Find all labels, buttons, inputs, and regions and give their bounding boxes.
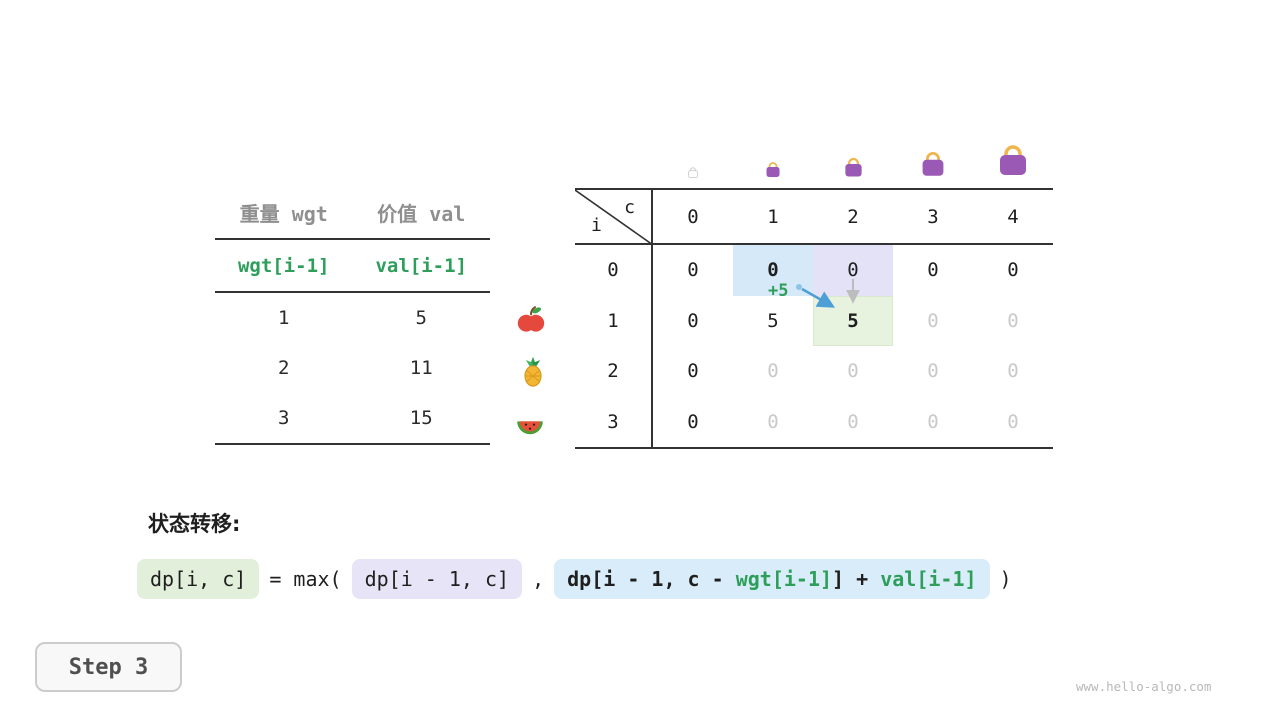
bag-ghost-icon	[686, 164, 700, 183]
option2-wgt-term: wgt[i-1]	[735, 567, 833, 591]
wgt-value: 1	[278, 307, 290, 329]
table-row: 2 11	[215, 343, 490, 393]
dp-cell: 0	[687, 360, 699, 383]
row-header: 0	[575, 245, 653, 296]
formula-closing: )	[999, 567, 1012, 591]
table-row: 3 15	[215, 393, 490, 443]
val-value: 11	[409, 357, 433, 379]
wgt-var-label: wgt[i-1]	[237, 254, 330, 277]
dp-cell: 0	[1007, 410, 1019, 433]
option2-mid: ] +	[832, 567, 881, 591]
bag-xlarge-icon	[993, 139, 1033, 183]
dp-cell: 0	[1007, 360, 1019, 383]
row-header: 1	[575, 295, 653, 346]
table-row: 1 5	[215, 293, 490, 343]
weight-column-header: 重量 wgt	[239, 202, 328, 226]
formula-option2-box: dp[i - 1, c - wgt[i-1]] + val[i-1]	[554, 559, 990, 599]
dp-cell: 0	[767, 410, 779, 433]
variable-row: wgt[i-1] val[i-1]	[215, 240, 490, 293]
row-header: 2	[575, 346, 653, 397]
weights-values-table: 重量 wgt 价值 val wgt[i-1] val[i-1] 1 5 2 11…	[215, 187, 490, 445]
wgt-value: 3	[278, 407, 290, 429]
dp-cell: 0	[767, 360, 779, 383]
formula-operator: = max(	[269, 567, 342, 591]
dp-cell: 0	[847, 360, 859, 383]
dp-table: c i 0 1 2 3 4 0 0 0 0 0 0 1 0 5 5 0 0 2 …	[575, 188, 1053, 449]
bag-icons-row	[575, 134, 1053, 186]
wgt-value: 2	[278, 357, 290, 379]
val-value: 15	[409, 407, 433, 429]
dp-cell: 0	[927, 309, 939, 332]
option2-val-term: val[i-1]	[880, 567, 977, 591]
col-header: 4	[973, 190, 1053, 245]
pineapple-icon	[517, 356, 549, 388]
option2-prefix: dp[i - 1, c -	[567, 567, 736, 591]
col-header: 2	[813, 190, 893, 245]
plus-value-annotation: +5	[768, 281, 789, 301]
formula-separator: ,	[532, 567, 545, 591]
formula-lhs-box: dp[i, c]	[137, 559, 260, 599]
state-transition-title: 状态转移:	[148, 512, 241, 536]
val-value: 5	[415, 307, 427, 329]
state-transition-formula: dp[i, c] = max( dp[i - 1, c] , dp[i - 1,…	[137, 559, 1012, 599]
dp-cell: 5	[767, 309, 779, 332]
value-column-header: 价值 val	[377, 202, 466, 226]
apple-icon	[515, 304, 547, 336]
dp-cell-current: 5	[813, 295, 893, 346]
dp-cell: 0	[687, 309, 699, 332]
dp-cell-source-left: 0	[733, 245, 813, 296]
col-header: 0	[653, 190, 733, 245]
dp-cell: 0	[687, 410, 699, 433]
dp-cell: 0	[927, 410, 939, 433]
watermelon-icon	[514, 407, 546, 439]
bag-small-icon	[763, 159, 783, 183]
watermark: www.hello-algo.com	[1076, 679, 1212, 694]
dp-cell: 0	[847, 410, 859, 433]
dp-cell: 0	[687, 259, 699, 282]
bag-medium-icon	[841, 154, 866, 183]
step-badge: Step 3	[35, 642, 182, 692]
item-axis-label: i	[591, 215, 602, 236]
row-header: 3	[575, 396, 653, 447]
dp-cell-source-above: 0	[813, 245, 893, 296]
val-var-label: val[i-1]	[375, 254, 467, 277]
weights-table-header: 重量 wgt 价值 val	[215, 187, 490, 240]
dp-cell: 0	[927, 360, 939, 383]
formula-option1-box: dp[i - 1, c]	[351, 559, 523, 599]
dp-cell: 0	[927, 259, 939, 282]
dp-corner-cell: c i	[575, 190, 653, 245]
dp-cell: 0	[1007, 309, 1019, 332]
capacity-axis-label: c	[624, 197, 635, 218]
dp-cell: 0	[1007, 259, 1019, 282]
col-header: 3	[893, 190, 973, 245]
col-header: 1	[733, 190, 813, 245]
bag-large-icon	[917, 147, 949, 183]
